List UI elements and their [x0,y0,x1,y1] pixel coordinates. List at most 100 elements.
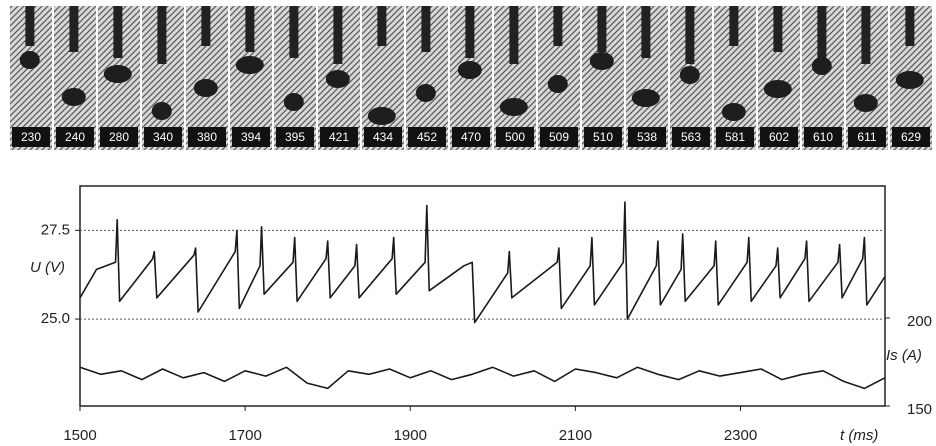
droplet [193,79,218,97]
frame-label-box [56,127,94,147]
droplet [763,80,792,98]
electrode [377,6,387,46]
frame-label: 380 [197,130,217,144]
frame-label-box [804,127,842,147]
electrode [157,6,167,64]
frame-label: 395 [285,130,305,144]
y2-axis-label: Is (A) [886,347,922,364]
droplet [283,93,304,111]
frame-label-box [188,127,226,147]
x-tick-label: 1900 [394,427,427,444]
electrode [245,6,255,52]
frame-label-box [232,127,270,147]
droplet [61,88,86,106]
droplet [853,94,878,112]
droplet [499,98,528,116]
frame-label: 452 [417,130,437,144]
frame-label-box [364,127,402,147]
droplet [19,51,40,69]
frame-label: 340 [153,130,173,144]
electrode [201,6,211,46]
y-axis-label: U (V) [30,259,65,276]
frame-label: 470 [461,130,481,144]
frame-label: 230 [21,130,41,144]
frame-label: 394 [241,130,261,144]
frame-label: 500 [505,130,525,144]
electrode [553,6,563,46]
x-tick-label: 2300 [724,427,757,444]
droplet [679,66,700,84]
frame-label-box [144,127,182,147]
electrode [289,6,299,58]
electrode [25,6,35,46]
electrode [333,6,343,64]
x-tick-label: 1500 [63,427,96,444]
plot-frame [79,185,886,407]
frame-label-box [716,127,754,147]
droplet [457,61,482,79]
droplet [325,70,350,88]
frame-label-box [628,127,666,147]
image-strip: 230 240 280 340 380 394 395 421 434 452 470 500 509 5… [10,6,932,150]
droplet [589,52,614,70]
droplet [151,102,172,120]
frame-label-box [848,127,886,147]
droplet [721,103,746,121]
frame-label-box [892,127,930,147]
frame-label: 581 [725,130,745,144]
electrode [729,6,739,46]
droplet [103,65,132,83]
frame-label-box [672,127,710,147]
frame-label-box [12,127,50,147]
frame-label: 563 [681,130,701,144]
frame-label-box [496,127,534,147]
droplet [547,75,568,93]
y2-tick-label: 150 [907,401,932,418]
electrode [861,6,871,64]
y-tick-label: 27.5 [41,221,70,238]
frame-label-box [760,127,798,147]
electrode [465,6,475,58]
droplet [415,84,436,102]
electrode [905,6,915,46]
droplet [895,71,924,89]
frame-label: 538 [637,130,657,144]
frame-label: 629 [901,130,921,144]
frame-label-box [540,127,578,147]
x-tick-label: 2100 [559,427,592,444]
frame-label: 434 [373,130,393,144]
y2-tick-label: 200 [907,313,932,330]
y-tick-label: 25.0 [41,310,70,327]
frame-label: 421 [329,130,349,144]
signal-line [79,366,886,390]
electrode [685,6,695,64]
frame-label: 602 [769,130,789,144]
x-axis-label: t (ms) [840,427,878,444]
droplet [631,89,660,107]
frame-label: 610 [813,130,833,144]
frame-label-box [584,127,622,147]
frame-label-box [408,127,446,147]
frame-label-box [320,127,358,147]
droplet [811,57,832,75]
x-tick-label: 1700 [228,427,261,444]
electrode [421,6,431,52]
droplet [235,56,264,74]
droplet [367,107,396,125]
frame-label-box [452,127,490,147]
signal-line [79,201,886,324]
frame-label-box [276,127,314,147]
frame-label: 611 [857,130,876,144]
electrode [113,6,123,58]
frame-label: 280 [109,130,129,144]
frame-label: 240 [65,130,85,144]
electrode [817,6,827,58]
frame-label: 509 [549,130,569,144]
electrode [773,6,783,52]
frame-label-box [100,127,138,147]
electrode [597,6,607,52]
electrode [509,6,519,64]
electrode [641,6,651,58]
frame-label: 510 [593,130,613,144]
